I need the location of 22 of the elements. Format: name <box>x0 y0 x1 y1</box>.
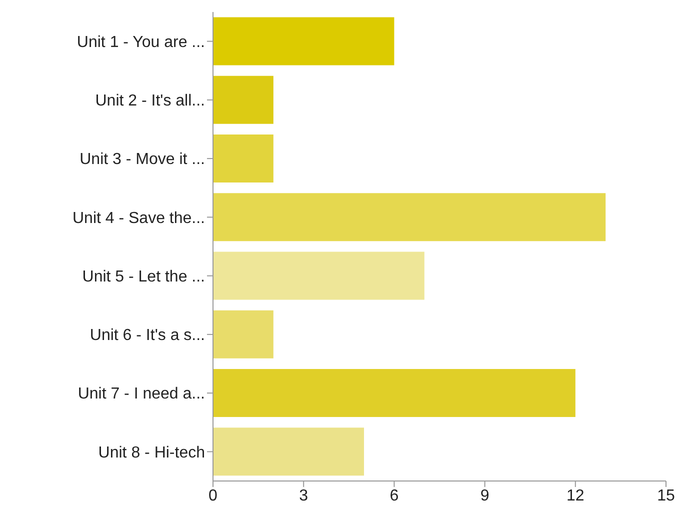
x-tick-label: 15 <box>657 487 675 504</box>
x-tick-label: 12 <box>566 487 584 504</box>
bar <box>213 76 274 124</box>
y-tick-label: Unit 8 - Hi-tech <box>98 444 205 462</box>
bar <box>213 369 576 418</box>
bar <box>213 17 394 66</box>
y-tick-label: Unit 7 - I need a... <box>78 386 205 403</box>
x-tick-label: 3 <box>299 487 308 504</box>
x-tick-label: 0 <box>208 487 218 504</box>
y-tick-label: Unit 2 - It's all... <box>95 92 205 110</box>
bar <box>213 310 274 358</box>
bar <box>213 428 364 476</box>
y-tick-label: Unit 6 - It's a s... <box>90 327 205 344</box>
bar <box>213 134 274 183</box>
x-tick-label: 6 <box>390 487 399 504</box>
x-tick-label: 9 <box>480 487 490 504</box>
bar <box>213 193 606 242</box>
y-tick-label: Unit 5 - Let the ... <box>82 268 205 286</box>
y-tick-label: Unit 4 - Save the... <box>72 210 205 227</box>
y-tick-label: Unit 3 - Move it ... <box>80 151 205 168</box>
bar <box>213 252 424 300</box>
y-tick-label: Unit 1 - You are ... <box>76 34 205 51</box>
